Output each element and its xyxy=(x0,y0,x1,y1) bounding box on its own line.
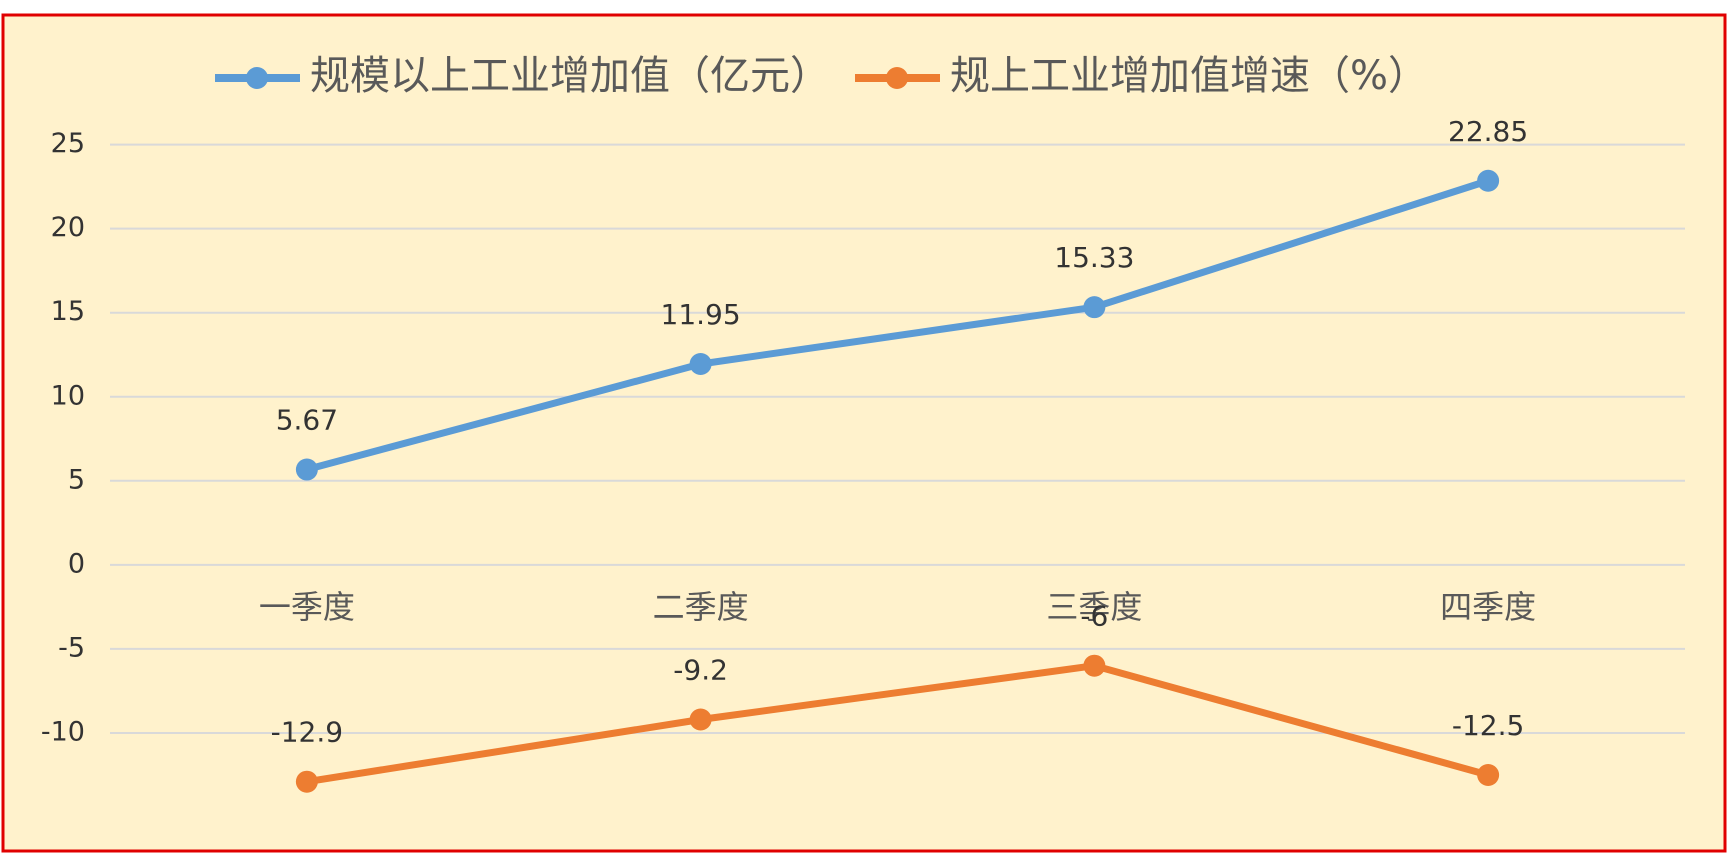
data-label: -6 xyxy=(1080,600,1108,633)
data-point xyxy=(295,458,318,481)
y-tick-label: 15 xyxy=(51,296,85,327)
legend: 规模以上工业增加值（亿元） 规上工业增加值增速（%） xyxy=(215,53,1428,99)
series-line xyxy=(306,662,1490,786)
legend-marker xyxy=(886,67,908,89)
data-point xyxy=(1477,169,1500,192)
series-line xyxy=(305,177,1490,473)
data-label: -12.9 xyxy=(271,716,343,749)
x-tick-label: 一季度 xyxy=(259,588,355,626)
data-point xyxy=(1083,654,1106,677)
data-label: 5.67 xyxy=(276,404,338,437)
data-point xyxy=(1477,763,1500,786)
y-tick-label: 0 xyxy=(68,548,85,579)
legend-marker xyxy=(246,67,268,89)
x-tick-label: 二季度 xyxy=(653,588,749,626)
y-tick-label: 5 xyxy=(68,464,85,495)
y-tick-label: 20 xyxy=(51,212,85,243)
legend-label: 规模以上工业增加值（亿元） xyxy=(310,53,830,99)
y-tick-label: -5 xyxy=(58,632,85,663)
data-label: 11.95 xyxy=(661,298,741,331)
data-label: -9.2 xyxy=(673,654,728,687)
y-tick-label: -10 xyxy=(41,716,85,747)
data-point xyxy=(689,708,712,731)
data-label: 22.85 xyxy=(1448,115,1528,148)
data-label: -12.5 xyxy=(1452,709,1524,742)
x-tick-label: 三季度 xyxy=(1046,588,1142,626)
data-label: 15.33 xyxy=(1054,241,1134,274)
x-tick-label: 四季度 xyxy=(1440,588,1536,626)
legend-label: 规上工业增加值增速（%） xyxy=(950,53,1428,99)
data-point xyxy=(1083,296,1106,319)
chart-background xyxy=(1,13,1727,853)
data-point xyxy=(689,352,712,375)
y-tick-label: 10 xyxy=(51,380,85,411)
y-tick-label: 25 xyxy=(51,128,85,159)
data-point xyxy=(295,770,318,793)
